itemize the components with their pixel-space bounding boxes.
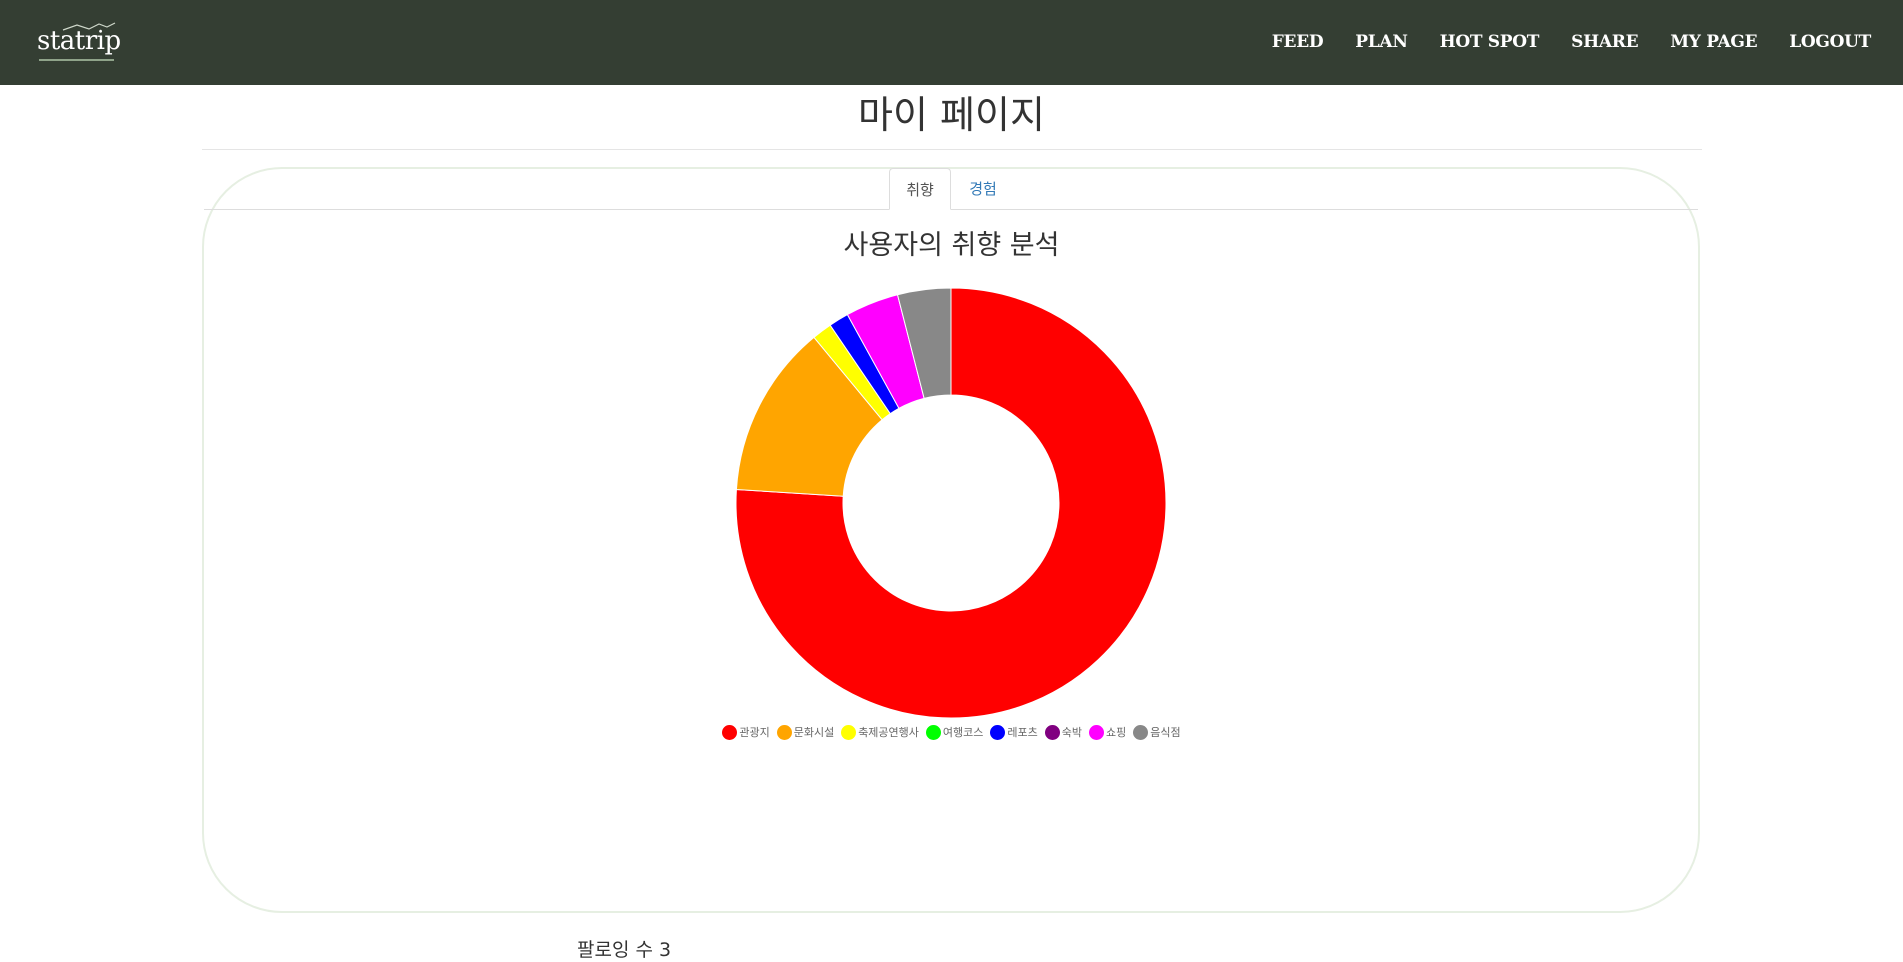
legend-item[interactable]: 여행코스 [925,724,984,740]
legend-item[interactable]: 숙박 [1044,724,1083,740]
legend-label: 숙박 [1061,726,1083,739]
tab-preference[interactable]: 취향 [889,168,951,210]
site-logo[interactable]: statrip [37,22,121,61]
tab-experience[interactable]: 경험 [969,180,997,198]
chart-title: 사용자의 취향 분석 [843,230,1060,261]
nav-menu: FEED PLAN HOT SPOT SHARE MY PAGE LOGOUT [1271,32,1872,52]
following-count: 팔로잉 수 3 [577,939,672,961]
nav-share[interactable]: SHARE [1571,32,1639,52]
chart-spark-icon [62,22,116,31]
nav-plan[interactable]: PLAN [1355,32,1408,52]
legend-label: 여행코스 [942,726,984,739]
preference-donut-chart [735,287,1167,719]
legend-dot-icon [1089,724,1105,740]
legend-item[interactable]: 관광지 [722,724,770,740]
legend-dot-icon [841,724,857,740]
legend-label: 문화시설 [793,726,835,739]
nav-hot-spot[interactable]: HOT SPOT [1439,32,1540,52]
legend-dot-icon [1133,724,1149,740]
legend-label: 레포츠 [1007,726,1038,739]
legend-dot-icon [1044,724,1060,740]
legend-dot-icon [776,724,792,740]
legend-dot-icon [990,724,1006,740]
page-title: 마이 페이지 [858,93,1045,137]
nav-my-page[interactable]: MY PAGE [1670,32,1758,52]
legend-dot-icon [722,724,738,740]
chart-legend: 관광지 문화시설 축제공연행사 여행코스 레포츠 숙박 쇼핑 음식점 [0,724,1903,740]
legend-item[interactable]: 쇼핑 [1089,724,1126,740]
donut-slice-8[interactable] [896,287,952,400]
legend-dot-icon [925,724,941,740]
logo-text: statrip [37,26,121,56]
preference-panel [202,167,1700,913]
donut-slice-1[interactable] [735,287,1167,719]
legend-item[interactable]: 문화시설 [776,724,835,740]
nav-feed[interactable]: FEED [1271,32,1324,52]
legend-label: 음식점 [1150,726,1181,739]
top-navbar: statrip FEED PLAN HOT SPOT SHARE MY PAGE… [0,0,1903,85]
legend-label: 관광지 [739,726,770,739]
title-divider [202,149,1702,150]
logo-underline [39,59,114,61]
legend-item[interactable]: 레포츠 [990,724,1038,740]
legend-item[interactable]: 축제공연행사 [841,724,919,740]
legend-item[interactable]: 음식점 [1133,724,1181,740]
tab-bar-line [204,209,1698,210]
nav-logout[interactable]: LOGOUT [1789,32,1871,52]
legend-label: 쇼핑 [1106,726,1127,739]
legend-label: 축제공연행사 [858,726,919,739]
